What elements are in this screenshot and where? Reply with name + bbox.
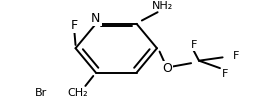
Text: F: F — [71, 19, 78, 32]
Text: N: N — [91, 12, 101, 24]
Text: CH₂: CH₂ — [67, 88, 88, 98]
Text: Br: Br — [35, 88, 47, 98]
Text: F: F — [191, 40, 197, 50]
Text: F: F — [222, 69, 228, 79]
Text: O: O — [163, 63, 172, 75]
Text: NH₂: NH₂ — [152, 1, 173, 11]
Text: F: F — [233, 51, 239, 61]
